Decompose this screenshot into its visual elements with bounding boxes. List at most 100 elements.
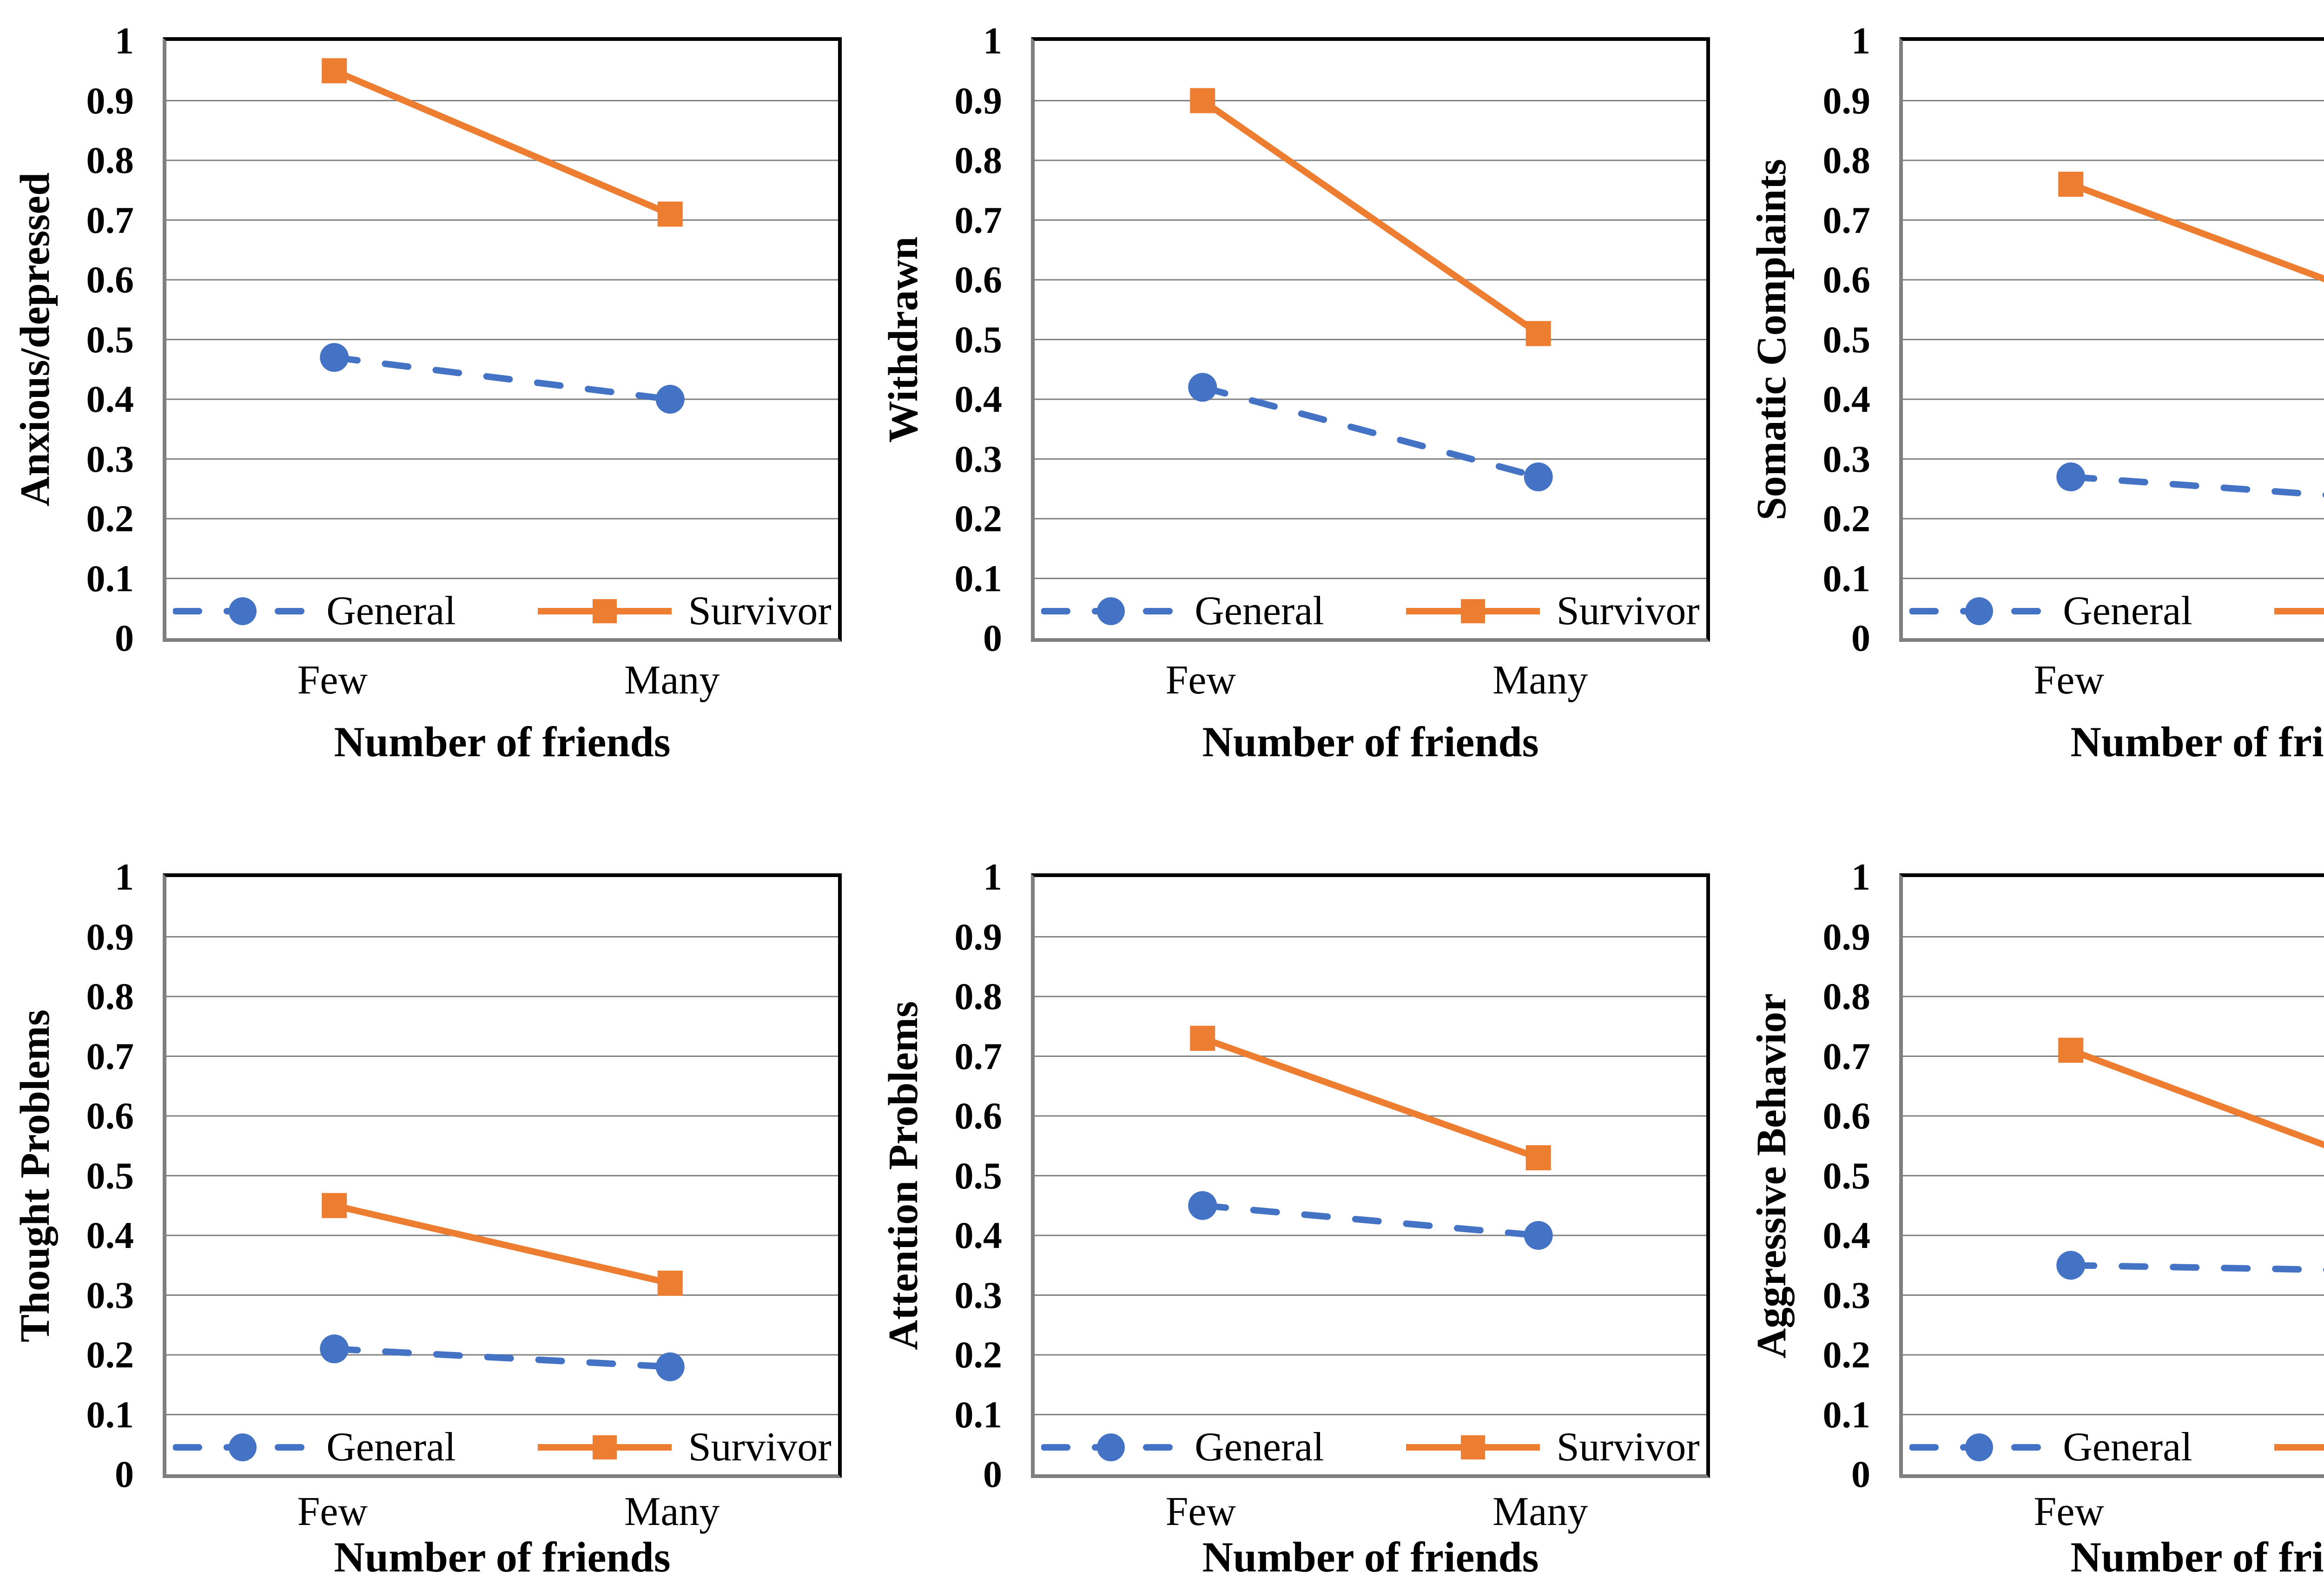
marker-circle-general — [320, 343, 349, 372]
series-line-general — [2067, 1262, 2324, 1273]
y-tick-label: 0 — [115, 617, 134, 659]
y-tick-label: 0.4 — [86, 378, 134, 420]
series-line-survivor — [333, 1202, 671, 1287]
marker-square-survivor — [2058, 1037, 2084, 1063]
y-tick-label: 0.7 — [86, 198, 134, 241]
y-tick-label: 0 — [1851, 617, 1870, 659]
x-axis-tick-labels: Few Many — [1031, 1492, 1710, 1538]
legend-item-survivor: Survivor — [1403, 591, 1700, 632]
y-tick-label: 0.2 — [954, 1333, 1003, 1376]
y-tick-label: 0.5 — [1822, 1154, 1871, 1197]
legend-label-general: General — [326, 588, 456, 634]
marker-circle-general — [1524, 462, 1553, 492]
legend-item-survivor: Survivor — [535, 1427, 832, 1468]
y-tick-label: 0.4 — [954, 378, 1003, 420]
y-tick-label: 0.2 — [1822, 497, 1871, 540]
y-tick-label: 0.3 — [1822, 437, 1871, 480]
y-tick-label: 0.1 — [86, 557, 134, 600]
legend-label-general: General — [326, 1425, 456, 1470]
y-tick-label: 0.8 — [1822, 975, 1871, 1017]
x-axis-title: Number of friends — [2070, 718, 2324, 766]
general-dashed-circle-icon — [1041, 1433, 1181, 1461]
y-tick-label: 0.5 — [954, 1154, 1003, 1197]
survivor-solid-square-icon — [537, 599, 672, 623]
y-tick-label: 0.2 — [954, 497, 1003, 540]
chart-panel: Thought Problems 1 0.9 0.8 0.7 0.6 0.5 0.4 0.3 0… — [0, 792, 868, 1584]
survivor-solid-square-icon — [537, 1435, 672, 1459]
general-dashed-circle-icon — [1041, 597, 1181, 625]
x-tick-many: Many — [1492, 1489, 1588, 1534]
x-axis-title: Number of friends — [2070, 1533, 2324, 1581]
x-axis-title: Number of friends — [1202, 1533, 1539, 1581]
y-tick-label: 0.9 — [1822, 79, 1871, 122]
y-tick-label: 0.9 — [86, 915, 134, 958]
marker-square-survivor — [1190, 1025, 1215, 1051]
y-tick-label: 0.5 — [86, 318, 134, 361]
legend-label-general: General — [1195, 1425, 1324, 1470]
marker-circle-general — [2056, 462, 2086, 492]
series-line-survivor — [2069, 1047, 2324, 1148]
series-line-survivor — [2069, 181, 2324, 283]
y-tick-label: 1 — [983, 856, 1002, 898]
plot-svg — [166, 58, 838, 579]
x-tick-few: Few — [1165, 658, 1236, 703]
y-tick-label: 0.1 — [954, 1393, 1003, 1436]
y-tick-label: 0.7 — [1822, 198, 1871, 241]
plot-svg — [1035, 936, 1706, 1415]
y-tick-label: 0.8 — [954, 139, 1003, 181]
y-tick-label: 0.5 — [1822, 318, 1871, 361]
marker-circle-general — [1524, 1221, 1553, 1250]
y-tick-label: 0.3 — [954, 437, 1003, 480]
marker-circle-general — [655, 385, 685, 414]
y-tick-label: 0.1 — [1822, 557, 1871, 600]
y-tick-label: 0 — [983, 1453, 1002, 1495]
y-tick-label: 0.1 — [86, 1393, 134, 1436]
series-line-survivor — [333, 67, 672, 218]
marker-circle-general — [655, 1352, 685, 1381]
y-tick-label: 0.3 — [1822, 1274, 1871, 1316]
y-tick-label: 0.3 — [954, 1274, 1003, 1316]
series-line-general — [2067, 474, 2324, 498]
chart-panel: Aggressive Behavior 1 0.9 0.8 0.7 0.6 0.5 0.4 0… — [1736, 792, 2324, 1584]
general-dashed-circle-icon — [173, 1433, 313, 1461]
x-axis-tick-labels: Few Many — [163, 660, 842, 706]
legend-item-general: General — [173, 591, 456, 632]
plot-svg — [1035, 88, 1706, 579]
legend-item-general: General — [1909, 1427, 2192, 1468]
y-tick-label: 0.6 — [1822, 258, 1871, 301]
plot-svg — [1903, 100, 2324, 579]
marker-square-survivor — [322, 1193, 347, 1218]
y-tick-label: 0.4 — [1822, 1214, 1871, 1256]
survivor-solid-square-icon — [2274, 608, 2324, 614]
legend: General Survivor — [1903, 591, 2324, 632]
x-axis-tick-labels: Few Many — [1031, 660, 1710, 706]
legend: General Survivor — [1035, 591, 1706, 632]
y-tick-label: 0.2 — [86, 497, 134, 540]
legend-label-general: General — [1195, 588, 1324, 634]
y-tick-label: 0.9 — [954, 79, 1003, 122]
x-tick-few: Few — [2034, 1489, 2105, 1534]
y-tick-label: 0.6 — [1822, 1095, 1871, 1137]
y-tick-label: 0.6 — [954, 258, 1003, 301]
plot-area: General Survivor — [163, 37, 842, 642]
series-line-general — [1199, 1202, 1542, 1239]
plot-svg — [1903, 936, 2324, 1415]
legend-item-survivor: Survivor — [535, 591, 832, 632]
marker-circle-general — [1188, 373, 1217, 402]
y-tick-label: 0.1 — [954, 557, 1003, 600]
marker-square-survivor — [322, 58, 347, 84]
x-tick-few: Few — [2034, 658, 2105, 703]
plot-area: General Survivor — [1031, 873, 1710, 1478]
y-tick-label: 0.6 — [86, 258, 134, 301]
x-tick-many: Many — [624, 658, 720, 703]
y-tick-label: 0.8 — [86, 139, 134, 181]
x-tick-few: Few — [297, 1489, 368, 1534]
legend-item-general: General — [1041, 1427, 1324, 1468]
chart-panel: Attention Problems 1 0.9 0.8 0.7 0.6 0.5 0.4 0.… — [868, 792, 1736, 1584]
survivor-solid-square-icon — [2274, 1444, 2324, 1451]
legend: General Survivor — [166, 591, 838, 632]
chart-panel: Withdrawn 1 0.9 0.8 0.7 0.6 0.5 0.4 0.3 0.2 0.1 0 … — [868, 0, 1736, 792]
y-tick-label: 1 — [1851, 20, 1870, 62]
